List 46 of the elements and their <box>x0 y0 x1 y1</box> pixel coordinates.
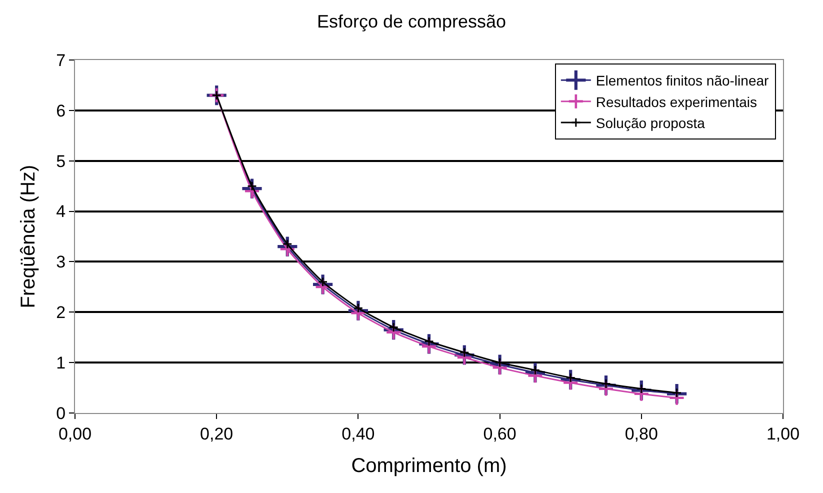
point <box>212 90 222 100</box>
point <box>282 239 292 250</box>
legend-label: Resultados experimentais <box>596 94 758 110</box>
point <box>527 368 544 384</box>
y-tick-label: 7 <box>56 50 66 70</box>
x-tick-label: 0,00 <box>58 424 92 444</box>
point <box>420 338 438 355</box>
x-tick-label: 0,20 <box>200 424 234 444</box>
point <box>601 378 611 389</box>
point <box>566 372 576 383</box>
y-tick-label: 2 <box>56 303 66 322</box>
legend-label: Solução proposta <box>596 114 706 131</box>
point <box>562 374 579 391</box>
point <box>668 390 685 406</box>
x-tick-label: 1,00 <box>766 424 800 444</box>
point <box>672 388 682 398</box>
y-axis-title: Freqüência (Hz) <box>18 164 40 308</box>
point <box>633 386 650 402</box>
point <box>279 240 296 258</box>
y-tick-label: 6 <box>56 101 66 120</box>
point <box>459 348 470 358</box>
point <box>247 181 257 192</box>
x-tick-label: 0,60 <box>483 424 516 444</box>
point <box>350 305 366 322</box>
y-tick-label: 4 <box>56 202 66 222</box>
y-tick-label: 0 <box>56 404 66 423</box>
point <box>636 384 646 394</box>
point <box>385 324 402 340</box>
x-tick-label: 0,40 <box>342 424 375 444</box>
point <box>353 303 364 314</box>
chart-title: Esforço de compressão <box>316 11 506 32</box>
x-axis-title: Comprimento (m) <box>351 454 507 477</box>
y-tick-label: 1 <box>56 354 66 373</box>
legend-label: Elementos finitos não-linear <box>596 72 770 89</box>
point <box>208 87 225 104</box>
point <box>456 349 473 366</box>
point <box>598 380 614 397</box>
point <box>424 336 434 346</box>
y-tick-label: 5 <box>56 152 66 171</box>
point <box>492 359 508 376</box>
point <box>388 322 399 332</box>
x-tick-label: 0,80 <box>624 424 658 444</box>
point <box>314 278 331 296</box>
y-tick-label: 3 <box>56 252 66 272</box>
point <box>530 365 540 376</box>
point <box>318 276 328 287</box>
